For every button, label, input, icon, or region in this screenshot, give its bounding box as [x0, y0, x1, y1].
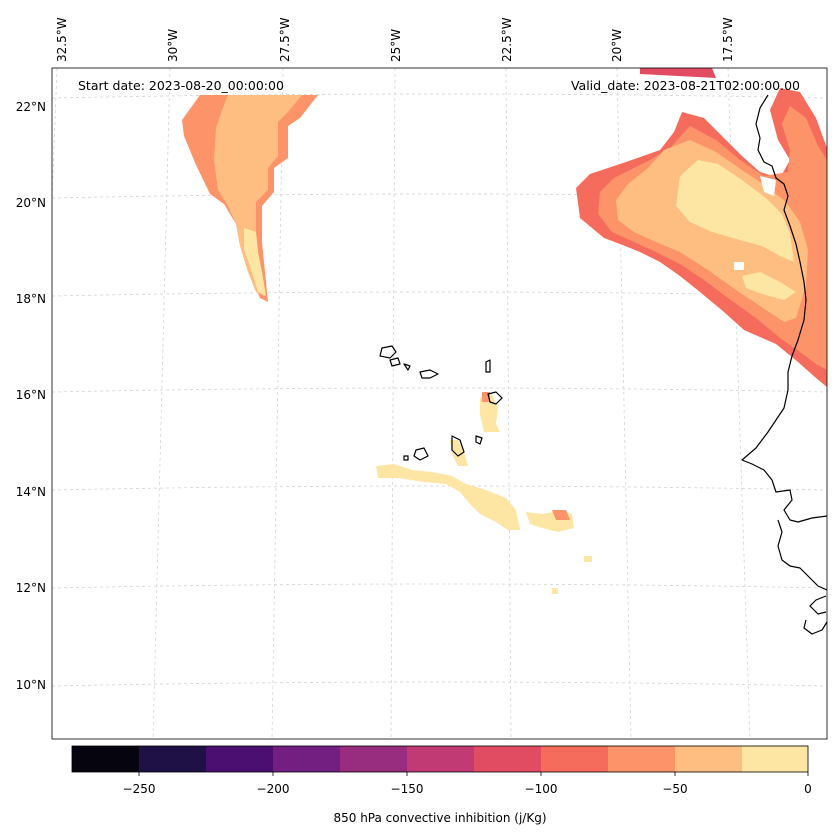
lat-label: 22°N	[16, 100, 46, 114]
lat-label: 18°N	[16, 292, 46, 306]
colorbar-ticks	[138, 772, 809, 776]
colorbar-bin	[675, 746, 742, 772]
cin-field-northwest	[182, 95, 318, 302]
coastlines	[379, 94, 828, 635]
lat-label: 12°N	[16, 581, 46, 595]
lat-label: 14°N	[16, 485, 46, 499]
colorbar-tick-label: −100	[525, 782, 558, 796]
colorbar-bin	[139, 746, 206, 772]
map-frame	[51, 67, 828, 740]
colorbar-bin	[541, 746, 608, 772]
colorbar-tick-label: −250	[123, 782, 156, 796]
colorbar-tick-label: −150	[391, 782, 424, 796]
colorbar: −250 −200 −150 −100 −50 0 850 hPa convec…	[71, 745, 812, 825]
lon-label: 25°W	[389, 29, 403, 62]
lon-label: 20°W	[610, 29, 624, 62]
valid-date-label: Valid_date: 2023-08-21T02:00:00.00	[571, 78, 800, 93]
start-date-label: Start date: 2023-08-20_00:00:00	[78, 78, 284, 93]
colorbar-frame	[71, 745, 809, 773]
lon-label: 32.5°W	[55, 17, 69, 62]
colorbar-title: 850 hPa convective inhibition (j/Kg)	[333, 811, 546, 825]
colorbar-bin	[608, 746, 675, 772]
lat-label: 16°N	[16, 388, 46, 402]
colorbar-bin	[72, 746, 139, 772]
cin-field-northeast	[576, 68, 827, 387]
colorbar-tick-label: 0	[804, 782, 812, 796]
lon-label: 30°W	[166, 29, 180, 62]
lon-label: 17.5°W	[721, 17, 735, 62]
colorbar-bin	[340, 746, 407, 772]
lat-label: 10°N	[16, 678, 46, 692]
lat-label: 20°N	[16, 196, 46, 210]
colorbar-bin	[474, 746, 541, 772]
colorbar-tick-label: −200	[257, 782, 290, 796]
colorbar-bin	[407, 746, 474, 772]
colorbar-bin	[206, 746, 273, 772]
colorbar-bin	[273, 746, 340, 772]
graticule	[51, 67, 828, 740]
lon-label: 22.5°W	[500, 17, 514, 62]
colorbar-tick-label: −50	[662, 782, 687, 796]
lon-label: 27.5°W	[278, 17, 292, 62]
colorbar-bin	[742, 746, 808, 772]
